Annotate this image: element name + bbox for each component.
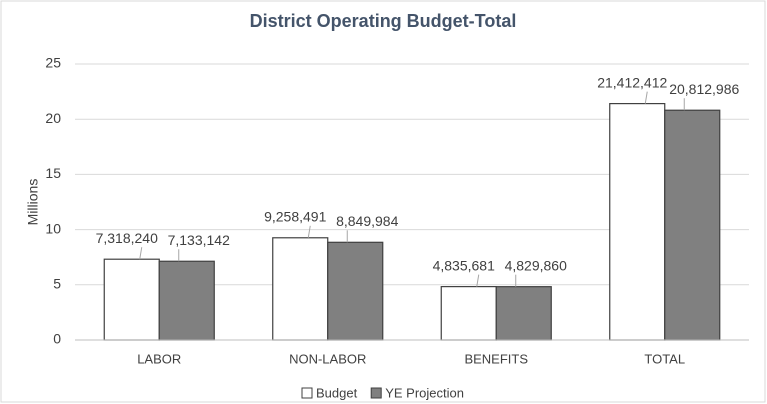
y-tick-label: 25 xyxy=(45,55,61,71)
data-label: 8,849,984 xyxy=(336,213,398,229)
bar xyxy=(327,241,384,341)
leader-line xyxy=(476,274,480,287)
x-tick-label: LABOR xyxy=(137,351,181,366)
x-tick-label: NON-LABOR xyxy=(289,351,366,366)
leader-line xyxy=(139,247,143,260)
data-label: 4,835,681 xyxy=(433,257,495,273)
y-axis-label: Millions xyxy=(25,179,41,226)
legend-label: Budget xyxy=(316,385,358,400)
legend-label: YE Projection xyxy=(385,385,464,400)
x-tick-label: BENEFITS xyxy=(464,351,528,366)
bar xyxy=(103,258,160,341)
y-tick-label: 0 xyxy=(53,331,61,347)
bar xyxy=(272,237,329,341)
bar xyxy=(158,260,215,341)
leader-line xyxy=(644,91,648,104)
bar xyxy=(609,103,666,341)
bar xyxy=(664,109,721,341)
data-label: 9,258,491 xyxy=(264,208,326,224)
bar xyxy=(495,286,552,341)
legend-swatch xyxy=(370,387,382,399)
data-label: 20,812,986 xyxy=(669,81,739,97)
legend-swatch xyxy=(301,387,313,399)
chart-title: District Operating Budget-Total xyxy=(250,11,517,31)
bar xyxy=(440,286,497,341)
leader-line xyxy=(307,225,311,238)
x-tick-label: TOTAL xyxy=(644,351,685,366)
y-tick-label: 10 xyxy=(45,220,61,236)
data-label: 4,829,860 xyxy=(505,257,567,273)
data-label: 7,133,142 xyxy=(168,232,230,248)
data-label: 7,318,240 xyxy=(96,230,158,246)
y-tick-label: 5 xyxy=(53,276,61,292)
data-label: 21,412,412 xyxy=(597,74,667,90)
y-tick-label: 15 xyxy=(45,165,61,181)
y-tick-label: 20 xyxy=(45,110,61,126)
